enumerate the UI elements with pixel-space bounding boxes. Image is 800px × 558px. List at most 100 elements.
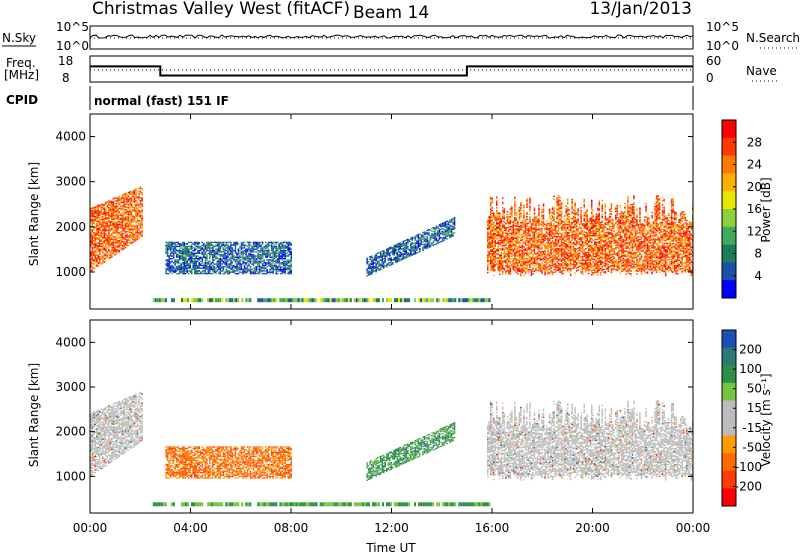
power-cell: [502, 267, 504, 268]
power-cell: [132, 220, 134, 221]
power-cell: [528, 263, 530, 264]
power-cell: [401, 243, 403, 244]
power-cell: [278, 249, 280, 250]
power-cell: [561, 240, 563, 241]
power-cell: [550, 270, 552, 271]
power-cell: [534, 235, 536, 236]
power-cell: [538, 248, 540, 249]
power-cell: [92, 211, 94, 212]
power-cell: [377, 269, 379, 270]
power-cell: [514, 256, 516, 257]
power-cell: [550, 228, 552, 229]
power-cell: [122, 219, 124, 220]
power-cell: [107, 205, 109, 206]
power-cell: [197, 258, 199, 259]
power-cell: [514, 240, 516, 241]
power-cell: [224, 257, 226, 258]
power-cell: [95, 242, 97, 243]
power-cell: [214, 254, 216, 255]
power-cell: [203, 263, 205, 264]
power-cell: [104, 215, 106, 216]
power-cell: [167, 259, 169, 260]
power-cell: [519, 261, 521, 262]
power-cell: [108, 257, 110, 258]
power-cell: [520, 229, 522, 230]
power-cell: [520, 222, 522, 223]
power-cell: [114, 242, 116, 243]
power-cell: [502, 227, 504, 228]
power-cell: [403, 244, 405, 245]
power-cell: [495, 255, 497, 256]
power-cell: [242, 261, 244, 262]
power-cell: [105, 231, 107, 232]
power-cell: [442, 234, 444, 235]
power-cell: [232, 266, 234, 267]
power-cell: [104, 213, 106, 214]
power-cell: [251, 269, 253, 270]
power-cell: [439, 239, 441, 240]
power-cell: [492, 264, 494, 265]
power-cell: [199, 243, 201, 244]
power-cell: [544, 264, 546, 265]
power-cell: [368, 268, 370, 269]
power-cell: [492, 234, 494, 235]
power-cell: [125, 227, 127, 228]
power-cell: [253, 262, 255, 263]
power-cell: [528, 258, 530, 259]
power-cell: [446, 226, 448, 227]
power-cell: [505, 232, 507, 233]
power-cell: [440, 225, 442, 226]
power-cell: [382, 259, 384, 260]
power-cell: [98, 245, 100, 246]
power-cell: [126, 193, 128, 194]
power-cell: [266, 263, 268, 264]
power-cell: [125, 225, 127, 226]
power-cell: [538, 233, 540, 234]
power-cell: [111, 241, 113, 242]
power-cell: [552, 253, 554, 254]
power-cell: [559, 227, 561, 228]
power-cell: [212, 247, 214, 248]
power-cell: [167, 261, 169, 262]
power-cell: [199, 266, 201, 267]
power-cell: [517, 249, 519, 250]
power-cell: [534, 258, 536, 259]
power-cell: [128, 226, 130, 227]
power-cell: [514, 235, 516, 236]
power-cell: [282, 250, 284, 251]
power-cell: [96, 210, 98, 211]
power-cell: [140, 226, 142, 227]
power-cell: [138, 209, 140, 210]
power-cell: [508, 229, 510, 230]
power-cell: [280, 258, 282, 259]
power-cell: [510, 252, 512, 253]
power-cell: [534, 227, 536, 228]
power-cell: [556, 210, 558, 211]
power-cell: [248, 254, 250, 255]
power-cell: [131, 201, 133, 202]
power-cell: [529, 252, 531, 253]
power-cell: [492, 219, 494, 220]
power-cell: [268, 245, 270, 246]
power-cell: [165, 251, 167, 252]
power-cell: [196, 246, 198, 247]
power-cell: [227, 247, 229, 248]
power-cell: [517, 255, 519, 256]
power-cell: [131, 214, 133, 215]
power-cell: [137, 212, 139, 213]
power-cell: [528, 262, 530, 263]
power-cell: [170, 246, 172, 247]
power-cell: [499, 264, 501, 265]
power-cell: [176, 253, 178, 254]
power-cell: [191, 257, 193, 258]
power-cell: [501, 250, 503, 251]
power-cell: [522, 251, 524, 252]
power-cell: [288, 266, 290, 267]
power-cell: [385, 255, 387, 256]
power-cell: [490, 198, 492, 199]
power-cell: [113, 231, 115, 232]
power-cell: [95, 208, 97, 209]
power-cell: [254, 272, 256, 273]
power-cell: [179, 273, 181, 274]
power-cell: [242, 262, 244, 263]
